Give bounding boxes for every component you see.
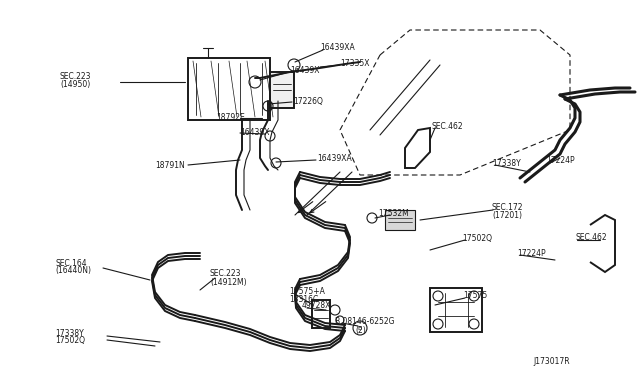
Text: 17532M: 17532M (378, 208, 409, 218)
Text: 16439X: 16439X (290, 65, 319, 74)
Text: 17224P: 17224P (517, 248, 546, 257)
Text: 18792E: 18792E (216, 112, 244, 122)
Text: SEC.223: SEC.223 (210, 269, 241, 279)
Text: 16439X: 16439X (240, 128, 269, 137)
Text: SEC.462: SEC.462 (432, 122, 463, 131)
Text: B: B (358, 326, 362, 330)
Text: 18791N: 18791N (155, 160, 185, 170)
Text: SEC.172: SEC.172 (492, 202, 524, 212)
Text: 17335X: 17335X (340, 58, 369, 67)
Text: 17502Q: 17502Q (462, 234, 492, 243)
Text: B 08146-6252G: B 08146-6252G (335, 317, 394, 327)
Text: (14950): (14950) (60, 80, 90, 89)
Text: 17575+A: 17575+A (289, 288, 325, 296)
Text: J173017R: J173017R (533, 357, 570, 366)
Text: (16440N): (16440N) (55, 266, 91, 276)
Text: SEC.462: SEC.462 (575, 232, 607, 241)
Polygon shape (270, 72, 294, 108)
Polygon shape (385, 210, 415, 230)
Text: 16439XA: 16439XA (320, 42, 355, 51)
Text: 17226Q: 17226Q (293, 96, 323, 106)
Text: 16439XA: 16439XA (317, 154, 352, 163)
Text: 49728X: 49728X (302, 301, 332, 311)
Text: 17338Y: 17338Y (492, 158, 521, 167)
Text: 17575: 17575 (463, 291, 487, 299)
Text: 17224P: 17224P (546, 155, 575, 164)
Text: (17201): (17201) (492, 211, 522, 219)
Text: 17338Y: 17338Y (55, 328, 84, 337)
Text: (2): (2) (355, 326, 365, 334)
Text: 18316C: 18316C (289, 295, 318, 305)
Text: (14912M): (14912M) (210, 278, 246, 286)
Text: SEC.164: SEC.164 (55, 259, 86, 267)
Text: 17502Q: 17502Q (55, 337, 85, 346)
Text: SEC.223: SEC.223 (60, 71, 92, 80)
